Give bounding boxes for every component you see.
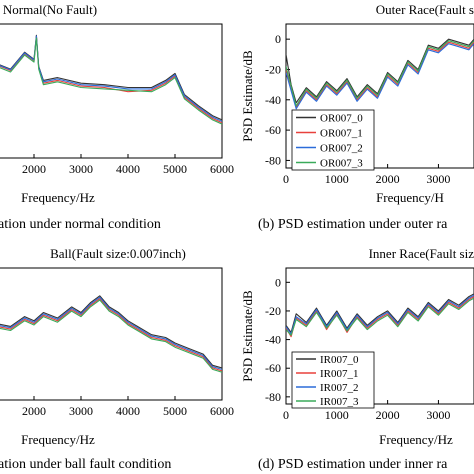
panel1-series-group bbox=[0, 34, 222, 125]
panel3-x-axis-label: Frequency/Hz bbox=[21, 432, 95, 447]
panel3-title: Ball(Fault size:0.007inch) bbox=[50, 246, 186, 261]
panel4-series-line-2 bbox=[286, 296, 474, 338]
panel2-x-tick-label: 2000 bbox=[376, 172, 400, 186]
panel3-series-line-1 bbox=[0, 295, 222, 369]
panel3-series-line-2 bbox=[0, 298, 222, 372]
panel4-y-tick-label: -40 bbox=[265, 333, 281, 347]
panel3-series-line-4 bbox=[0, 299, 222, 373]
panel3-x-tick-label: 4000 bbox=[116, 404, 140, 418]
panel4-y-axis-label: PSD Estimate/dB bbox=[240, 290, 255, 382]
panel4-y-tick-label: -60 bbox=[265, 361, 281, 375]
panel1-series-line-4 bbox=[0, 37, 222, 125]
panel1-series-line-1 bbox=[0, 34, 222, 121]
panel4-y-tick-label: -20 bbox=[265, 304, 281, 318]
panel3-x-tick-label: 6000 bbox=[210, 404, 234, 418]
panel3-series-group bbox=[0, 295, 222, 373]
panel4-plot-frame bbox=[285, 267, 474, 405]
panel1-title: Normal(No Fault) bbox=[3, 2, 97, 17]
panel4-caption: (d) PSD estimation under inner ra bbox=[258, 457, 448, 472]
panel4-title: Inner Race(Fault siz bbox=[369, 246, 474, 261]
panel2-x-axis-label: Frequency/H bbox=[376, 190, 444, 205]
panel2-legend-label-2: OR007_1 bbox=[320, 128, 363, 140]
panel4-x-tick-label: 1000 bbox=[325, 408, 349, 422]
panel2-y-tick-label: -20 bbox=[265, 62, 281, 76]
panel4-x-tick-label: 2000 bbox=[376, 408, 400, 422]
panel1-x-tick-label: 2000 bbox=[22, 162, 46, 176]
panel2-series-line-3 bbox=[286, 43, 474, 110]
panel2-y-tick-label: 0 bbox=[275, 32, 281, 46]
panel4-series-group bbox=[286, 293, 474, 338]
panel4-legend-box bbox=[291, 351, 375, 409]
panel1-x-tick-label: 4000 bbox=[116, 162, 140, 176]
panel3-plot-frame bbox=[0, 267, 223, 401]
panel3-series-line-3 bbox=[0, 296, 222, 370]
panel2-legend-box bbox=[291, 109, 375, 171]
panel3-caption: ation under ball fault condition bbox=[0, 457, 171, 472]
panel3-x-tick-label: 3000 bbox=[69, 404, 93, 418]
panel4-series-line-4 bbox=[286, 297, 474, 336]
panel2-y-tick-label: -80 bbox=[265, 153, 281, 167]
panel2-legend-label-3: OR007_2 bbox=[320, 143, 363, 155]
panel2-y-axis-label: PSD Estimate/dB bbox=[240, 50, 255, 142]
panel3-x-tick-label: 5000 bbox=[163, 404, 187, 418]
panel2-series-line-1 bbox=[286, 38, 474, 104]
panel2-y-tick-label: -40 bbox=[265, 93, 281, 107]
panel4-x-tick-label: 0 bbox=[283, 408, 289, 422]
panel4-x-axis-label: Frequency/Hz bbox=[379, 432, 453, 447]
panel2-x-tick-label: 3000 bbox=[426, 172, 450, 186]
panel1-caption: ation under normal condition bbox=[0, 217, 161, 232]
panel1-series-line-3 bbox=[0, 35, 222, 122]
panel4-legend-label-1: IR007_0 bbox=[320, 354, 359, 366]
panel2-series-line-4 bbox=[286, 40, 474, 107]
panel2-series-line-2 bbox=[286, 41, 474, 108]
panel4-legend-label-4: IR007_3 bbox=[320, 396, 359, 408]
panel4-y-tick-label: -80 bbox=[265, 390, 281, 404]
panel1-x-tick-label: 5000 bbox=[163, 162, 187, 176]
panel3-x-tick-label: 2000 bbox=[22, 404, 46, 418]
panel1-plot-frame bbox=[0, 23, 223, 159]
panel2-series-group bbox=[286, 38, 474, 110]
panel4-legend-label-2: IR007_1 bbox=[320, 368, 359, 380]
panel2-x-tick-label: 0 bbox=[283, 172, 289, 186]
panel2-y-tick-label: -60 bbox=[265, 123, 281, 137]
panel1-x-tick-label: 3000 bbox=[69, 162, 93, 176]
panel1-x-axis-label: Frequency/Hz bbox=[21, 190, 95, 205]
panel2-legend-label-4: OR007_3 bbox=[320, 158, 363, 170]
panel1-series-line-2 bbox=[0, 36, 222, 124]
panel2-x-tick-label: 1000 bbox=[325, 172, 349, 186]
panel4-legend-label-3: IR007_2 bbox=[320, 382, 359, 394]
panel4-series-line-1 bbox=[286, 293, 474, 333]
panel1-x-tick-label: 6000 bbox=[210, 162, 234, 176]
panel2-caption: (b) PSD estimation under outer ra bbox=[258, 217, 448, 232]
panel4-y-tick-label: 0 bbox=[275, 275, 281, 289]
panel4-x-tick-label: 3000 bbox=[426, 408, 450, 422]
panel4-series-line-3 bbox=[286, 294, 474, 335]
panel2-title: Outer Race(Fault s bbox=[376, 2, 474, 17]
panel2-legend-label-1: OR007_0 bbox=[320, 113, 363, 125]
panel2-plot-frame bbox=[285, 23, 474, 169]
